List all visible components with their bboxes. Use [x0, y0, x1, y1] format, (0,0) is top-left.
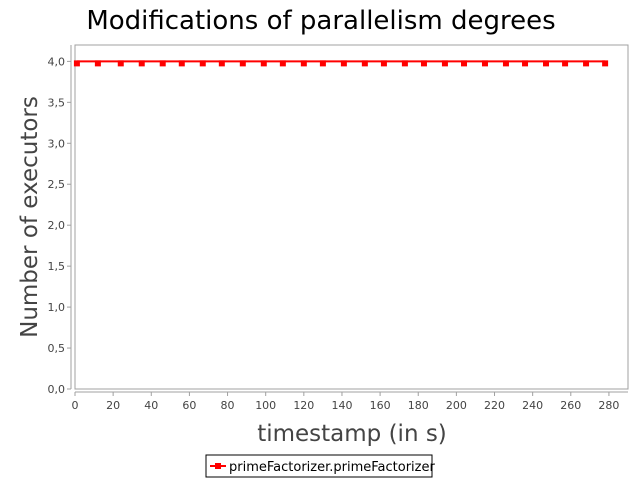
data-point	[279, 60, 286, 67]
x-tick-label: 260	[560, 399, 581, 412]
y-tick-label: 3,0	[48, 137, 66, 150]
y-tick-label: 4,0	[48, 55, 66, 68]
data-point	[543, 60, 550, 67]
data-point	[361, 60, 368, 67]
data-point	[178, 60, 185, 67]
data-point	[94, 60, 101, 67]
data-point	[73, 60, 80, 67]
x-axis-title: timestamp (in s)	[257, 421, 447, 447]
data-point	[522, 60, 529, 67]
x-tick-label: 280	[598, 399, 619, 412]
y-axis-ticks: 0,0 0,5 1,0 1,5 2,0 2,5 3,0 3,5 4,0	[48, 55, 71, 396]
x-tick-label: 220	[484, 399, 505, 412]
data-point	[461, 60, 468, 67]
y-tick-label: 1,5	[48, 260, 66, 273]
plot-area	[74, 44, 629, 390]
legend-label: primeFactorizer.primeFactorizer	[229, 460, 435, 475]
data-point	[583, 60, 590, 67]
x-tick-label: 140	[331, 399, 352, 412]
x-tick-label: 180	[408, 399, 429, 412]
legend-marker-swatch	[215, 463, 221, 469]
y-tick-label: 3,5	[48, 96, 66, 109]
y-tick-label: 0,5	[48, 342, 66, 355]
data-point	[138, 60, 145, 67]
y-tick-label: 2,0	[48, 219, 66, 232]
x-tick-label: 80	[221, 399, 235, 412]
data-point	[481, 60, 488, 67]
data-point	[441, 60, 448, 67]
x-axis-ticks: 0 20 40 60 80 100 120 140 160 180 200 220 240 260 280	[72, 392, 619, 412]
data-point	[401, 60, 408, 67]
x-tick-label: 120	[293, 399, 314, 412]
x-tick-label: 0	[72, 399, 79, 412]
data-point	[340, 60, 347, 67]
data-point	[117, 60, 124, 67]
data-point	[420, 60, 427, 67]
x-tick-label: 160	[370, 399, 391, 412]
data-point	[199, 60, 206, 67]
chart-title: Modifications of parallelism degrees	[86, 6, 555, 36]
data-point	[260, 60, 267, 67]
series-layer	[73, 60, 609, 67]
data-point	[319, 60, 326, 67]
x-tick-label: 100	[255, 399, 276, 412]
legend: primeFactorizer.primeFactorizer	[205, 454, 435, 478]
x-tick-label: 40	[144, 399, 158, 412]
data-point	[380, 60, 387, 67]
legend-box	[205, 454, 433, 478]
x-tick-label: 200	[446, 399, 467, 412]
y-tick-label: 0,0	[48, 383, 66, 396]
y-tick-label: 1,0	[48, 301, 66, 314]
data-point	[502, 60, 509, 67]
y-tick-label: 2,5	[48, 178, 66, 191]
x-tick-label: 240	[522, 399, 543, 412]
data-point	[602, 60, 609, 67]
data-point	[159, 60, 166, 67]
y-axis-title: Number of executors	[17, 96, 43, 338]
x-tick-label: 20	[106, 399, 120, 412]
data-point	[239, 60, 246, 67]
x-tick-label: 60	[182, 399, 196, 412]
data-point	[218, 60, 225, 67]
data-point	[562, 60, 569, 67]
data-point	[300, 60, 307, 67]
